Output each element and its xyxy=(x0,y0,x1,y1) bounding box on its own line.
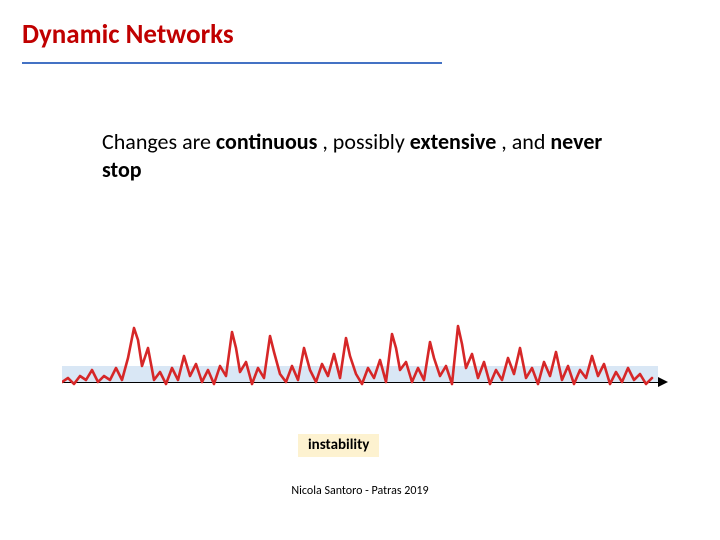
footer-author: Nicola Santoro - Patras 2019 xyxy=(0,484,720,498)
graph-line-svg xyxy=(62,318,658,408)
body-span: , possibly xyxy=(322,128,409,155)
body-text: Changes are continuous , possibly extens… xyxy=(102,128,622,183)
body-bold-span: continuous xyxy=(216,128,322,155)
title-underline xyxy=(22,62,442,64)
body-span: Changes are xyxy=(102,128,216,155)
arrowhead xyxy=(658,377,668,387)
graph-squiggle-line xyxy=(62,326,652,384)
instability-graph xyxy=(62,318,658,408)
body-bold-span: extensive xyxy=(410,128,502,155)
page-title: Dynamic Networks xyxy=(22,18,234,51)
body-span: , and xyxy=(501,128,550,155)
slide: Dynamic Networks Changes are continuous … xyxy=(0,0,720,540)
instability-label: instability xyxy=(298,434,379,457)
